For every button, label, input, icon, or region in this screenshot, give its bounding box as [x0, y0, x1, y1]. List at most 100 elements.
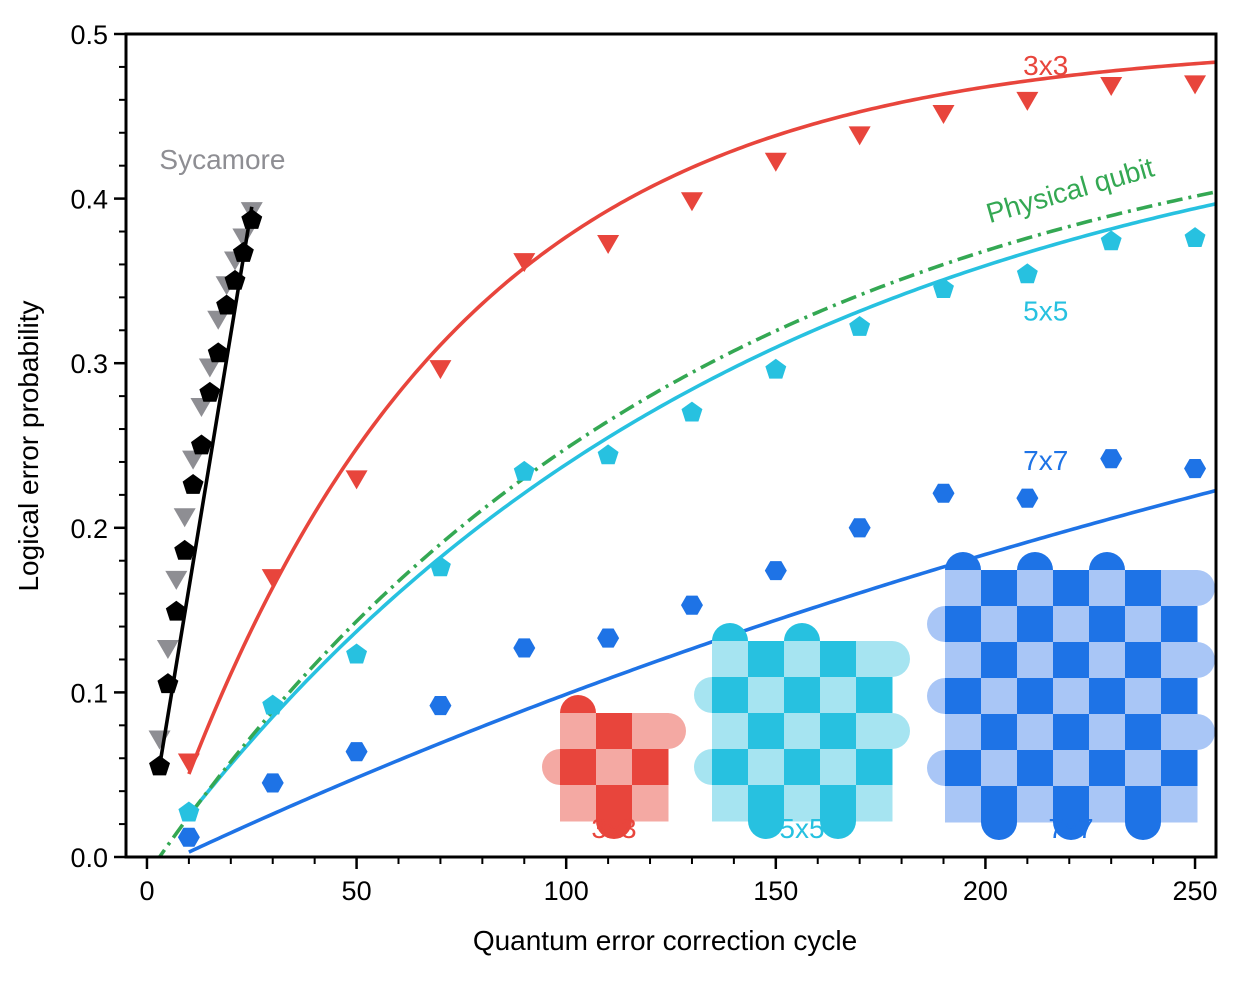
d3-cell-2-0 — [560, 785, 597, 822]
d3-cell-1-1 — [596, 749, 633, 786]
d3-cell-2-1 — [596, 785, 633, 822]
physical-fit-line — [157, 190, 1216, 857]
axes: 0 50 100 150 200 250 0.0 0.1 0.2 0.3 0.4 0.5 — [70, 20, 1217, 906]
d7-cell-4-6 — [1161, 714, 1198, 751]
d5-point-1 — [262, 694, 284, 715]
d5-cell-4-1 — [748, 785, 785, 822]
sycamore_black-point-6 — [199, 381, 221, 402]
d3-point-10 — [1016, 91, 1039, 111]
d5-point-12 — [1184, 227, 1206, 247]
d7-point-1 — [261, 773, 284, 793]
x-axis-label: Quantum error correction cycle — [473, 925, 857, 956]
sycamore-annotation: Sycamore — [159, 144, 285, 175]
d3-fit-line — [187, 60, 1216, 775]
d3-cell-0-0 — [560, 713, 597, 750]
d3-cell-0-2 — [632, 713, 669, 750]
d7-cell-0-2 — [1017, 570, 1054, 607]
d7-cell-2-6 — [1161, 642, 1198, 679]
sycamore_gray-point-3 — [173, 508, 196, 528]
d3-point-9 — [932, 105, 955, 125]
d5-cell-0-1 — [748, 641, 785, 678]
d7-cell-6-0 — [945, 786, 982, 823]
d5-cell-3-2 — [784, 749, 821, 786]
d7-cell-1-3 — [1053, 606, 1090, 643]
sycamore_black-point-1 — [157, 673, 179, 694]
d5-cell-4-0 — [712, 785, 749, 822]
sycamore_gray-point-0 — [148, 730, 171, 750]
d7-cell-0-0 — [945, 570, 982, 607]
d3-cell-1-0 — [560, 749, 597, 786]
sycamore_black-point-7 — [207, 342, 229, 363]
x-tick-label-2: 100 — [544, 876, 589, 906]
sycamore_gray-point-1 — [156, 639, 179, 659]
sycamore_black-point-5 — [191, 434, 212, 455]
d5-cell-3-1 — [748, 749, 785, 786]
d5-cell-3-4 — [856, 749, 893, 786]
d5-cell-0-4 — [856, 641, 893, 678]
d3-cell-2-2 — [632, 785, 669, 822]
d5-cell-1-4 — [856, 677, 893, 714]
d7-cell-6-1 — [981, 786, 1018, 823]
d7-cell-0-4 — [1089, 570, 1126, 607]
physical-annotation: Physical qubit — [983, 152, 1158, 229]
d7-cell-0-6 — [1161, 570, 1198, 607]
sycamore_black-point-8 — [216, 294, 238, 315]
x-tick-label-0: 0 — [139, 876, 154, 906]
sycamore_black-point-2 — [165, 600, 187, 621]
surface-code-insets: 3x3 5x5 7x7 — [542, 552, 1215, 844]
d7-cell-2-0 — [945, 642, 982, 679]
sycamore_gray-point-5 — [190, 398, 213, 417]
d7-cell-6-4 — [1089, 786, 1126, 823]
d3-point-4 — [513, 253, 536, 273]
d7-point-4 — [513, 638, 536, 658]
d7-cell-3-3 — [1053, 678, 1090, 715]
d7-point-8 — [848, 518, 871, 538]
d3-point-12 — [1184, 75, 1207, 95]
sycamore_black-point-10 — [232, 241, 254, 262]
d5-cell-2-1 — [748, 713, 785, 750]
d5-cell-2-4 — [856, 713, 893, 750]
d7-cell-4-5 — [1125, 714, 1162, 751]
d7-point-0 — [177, 827, 200, 847]
d3-cell-1-2 — [632, 749, 669, 786]
d7-cell-3-1 — [981, 678, 1018, 715]
y-axis-label: Logical error probability — [13, 300, 44, 591]
d7-cell-5-6 — [1161, 750, 1198, 787]
d3-point-2 — [345, 470, 368, 490]
d5-cell-2-3 — [820, 713, 857, 750]
y-tick-label-0: 0.0 — [70, 843, 108, 873]
d3-point-3 — [429, 360, 452, 380]
d3-point-1 — [261, 569, 284, 589]
d5-point-6 — [681, 401, 703, 422]
y-tick-label-4: 0.4 — [70, 185, 108, 215]
x-tick-label-3: 150 — [753, 876, 798, 906]
d5-point-11 — [1100, 230, 1122, 251]
d7-cell-0-1 — [981, 570, 1018, 607]
d7-cell-1-2 — [1017, 606, 1054, 643]
d5-point-8 — [849, 315, 871, 336]
d5-surface-code: 5x5 — [694, 623, 910, 844]
d5-cell-2-2 — [784, 713, 821, 750]
d3-point-11 — [1100, 77, 1123, 97]
d7-fit-line — [188, 488, 1216, 854]
d7-cell-3-5 — [1125, 678, 1162, 715]
sycamore_black-point-0 — [149, 755, 170, 776]
d7-point-3 — [429, 696, 452, 716]
d7-cell-2-1 — [981, 642, 1018, 679]
d5-point-3 — [429, 556, 451, 577]
d5-cell-1-2 — [784, 677, 821, 714]
sycamore_black-point-11 — [241, 209, 263, 229]
d5-cell-0-3 — [820, 641, 857, 678]
d5-cell-1-0 — [712, 677, 749, 714]
d7-cell-5-3 — [1053, 750, 1090, 787]
d3-point-7 — [764, 152, 787, 172]
d7-cell-6-2 — [1017, 786, 1054, 823]
d7-annotation: 7x7 — [1023, 445, 1068, 476]
d7-inset-caption: 7x7 — [1048, 813, 1093, 844]
d5-cell-4-2 — [784, 785, 821, 822]
d5-cell-0-2 — [784, 641, 821, 678]
d7-cell-1-4 — [1089, 606, 1126, 643]
d5-inset-caption: 5x5 — [779, 813, 824, 844]
y-tick-label-2: 0.2 — [70, 514, 108, 544]
